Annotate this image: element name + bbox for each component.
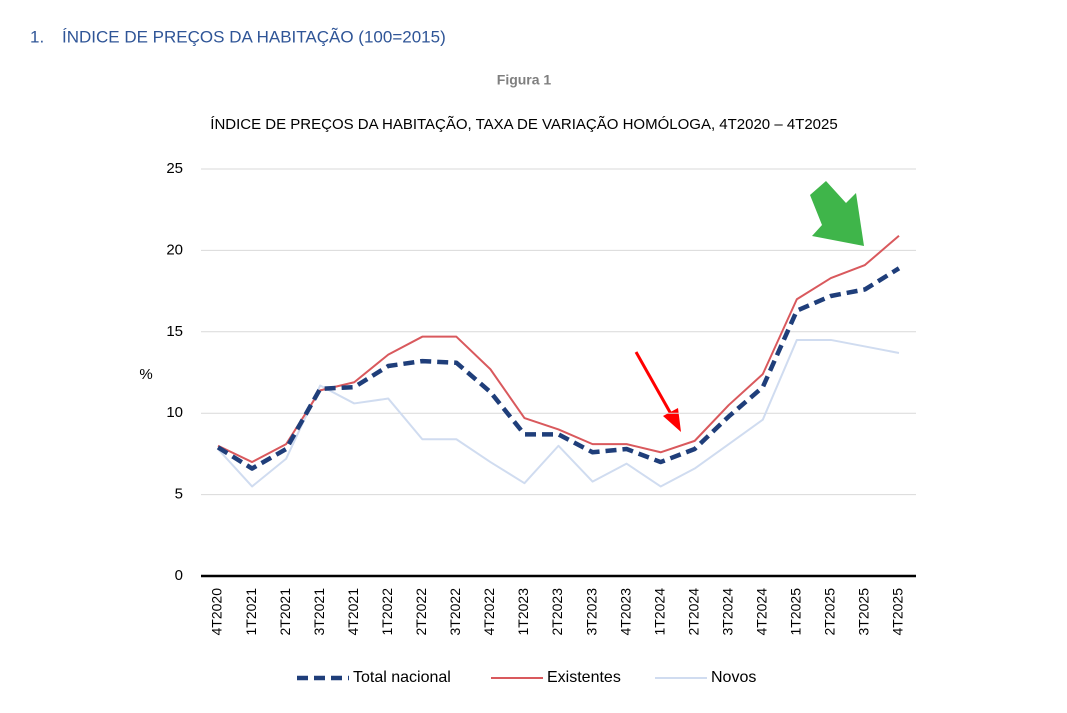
green-arrow xyxy=(810,181,864,246)
x-tick-label: 4T2020 xyxy=(209,588,225,636)
legend-label: Total nacional xyxy=(353,669,451,686)
x-tick-label: 3T2021 xyxy=(311,588,327,636)
x-tick-label: 4T2025 xyxy=(890,588,906,636)
x-tick-label: 2T2025 xyxy=(822,588,838,636)
series-line xyxy=(216,266,901,471)
red-arrow xyxy=(634,351,681,432)
x-tick-label: 1T2025 xyxy=(788,588,804,636)
x-tick-label: 4T2021 xyxy=(345,588,361,636)
x-tick-label: 3T2025 xyxy=(856,588,872,636)
x-tick-label: 4T2024 xyxy=(753,588,769,636)
legend-label: Existentes xyxy=(547,669,621,686)
y-axis-label: % xyxy=(139,366,152,383)
series-line xyxy=(217,338,900,488)
x-tick-label: 3T2023 xyxy=(583,588,599,636)
y-tick-label: 15 xyxy=(166,323,183,340)
chart-title: ÍNDICE DE PREÇOS DA HABITAÇÃO, TAXA DE V… xyxy=(210,116,837,133)
x-tick-label: 1T2023 xyxy=(515,588,531,636)
y-tick-label: 10 xyxy=(166,404,183,421)
x-tick-label: 3T2024 xyxy=(719,588,735,636)
series-line xyxy=(217,234,900,464)
section-heading: ÍNDICE DE PREÇOS DA HABITAÇÃO (100=2015) xyxy=(62,27,446,46)
legend-label: Novos xyxy=(711,669,756,686)
x-tick-label: 3T2022 xyxy=(447,588,463,636)
section-number: 1. xyxy=(30,27,44,46)
x-tick-label: 1T2024 xyxy=(651,588,667,636)
x-tick-label: 2T2023 xyxy=(549,588,565,636)
figure-label: Figura 1 xyxy=(497,72,552,88)
x-tick-label: 1T2021 xyxy=(243,588,259,636)
y-tick-label: 5 xyxy=(175,486,183,503)
y-tick-label: 20 xyxy=(166,241,183,258)
x-tick-label: 4T2022 xyxy=(481,588,497,636)
y-tick-label: 25 xyxy=(166,160,183,177)
x-tick-label: 2T2021 xyxy=(277,588,293,636)
x-tick-label: 2T2022 xyxy=(413,588,429,636)
x-tick-label: 1T2022 xyxy=(379,588,395,636)
x-tick-label: 2T2024 xyxy=(685,588,701,636)
y-tick-label: 0 xyxy=(175,567,183,584)
x-tick-label: 4T2023 xyxy=(617,588,633,636)
